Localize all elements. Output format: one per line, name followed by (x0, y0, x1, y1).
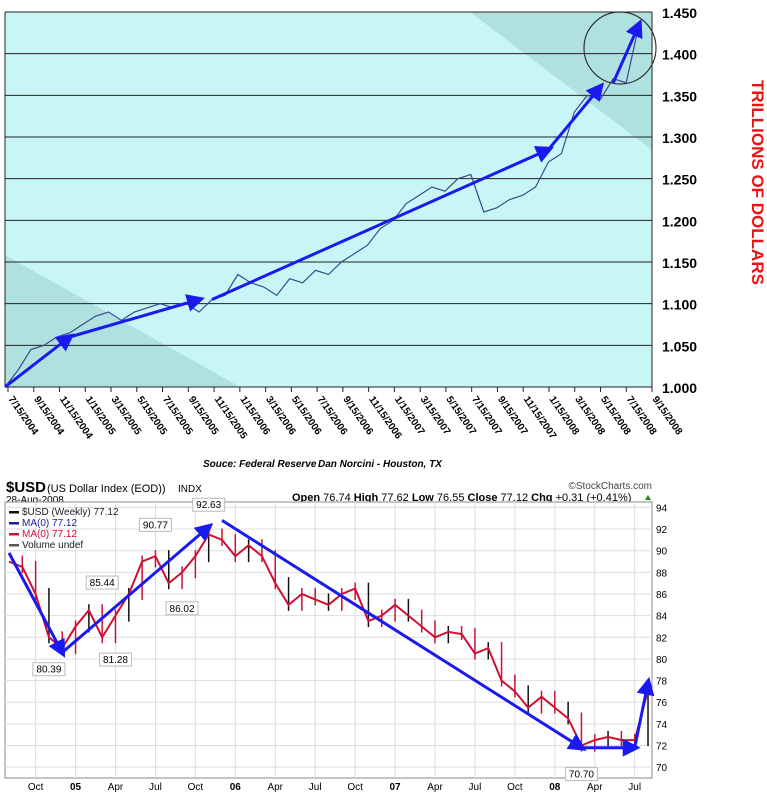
annotation-label: 92.63 (196, 500, 221, 511)
y-tick-label: 94 (656, 503, 668, 514)
y-tick-label: 84 (656, 612, 668, 623)
trend-arrow (69, 294, 205, 339)
x-tick-label: Jul (469, 782, 482, 793)
annotation-label: 81.28 (103, 655, 128, 666)
annotation-box (564, 767, 598, 782)
y-tick-label: 76 (656, 698, 668, 709)
trend-arrow (547, 82, 605, 151)
author-note: Dan Norcini - Houston, TX (318, 459, 443, 470)
x-tick-label: 07 (390, 782, 402, 793)
quote-field: 76.74 (323, 492, 354, 504)
annotation-box (192, 497, 226, 512)
quote-field: 76.55 (437, 492, 468, 504)
quote-field: +0.31 (+0.41%) (556, 492, 632, 504)
annotation-label: 85.44 (90, 578, 115, 589)
legend-swatch (9, 533, 19, 536)
quote-field: Chg (531, 492, 555, 504)
annotation-box (98, 652, 132, 667)
index-name: (US Dollar Index (EOD)) (47, 483, 166, 495)
annotation-box (32, 662, 66, 677)
annotation-box (138, 517, 172, 532)
annotation-box (85, 575, 119, 590)
trend-arrow (611, 19, 643, 84)
up-arrow-icon (645, 495, 651, 500)
quote-field: High (354, 492, 382, 504)
y-tick-label: 72 (656, 742, 668, 753)
annotation-label: 70.70 (569, 770, 594, 781)
x-tick-label: Apr (267, 782, 283, 793)
x-tick-label: Jul (309, 782, 322, 793)
shade-band (470, 12, 652, 150)
x-tick-label: 06 (230, 782, 242, 793)
x-tick-label: Jul (149, 782, 162, 793)
plot-frame (4, 501, 653, 779)
quote-bar: Open 76.74 High 77.62 Low 76.55 Close 77… (292, 492, 631, 504)
y-tick-label: 1.350 (662, 88, 697, 104)
y-tick-label: 1.450 (662, 5, 697, 21)
y-tick-label: 92 (656, 525, 668, 536)
y-tick-label: 86 (656, 590, 668, 601)
legend-entry: MA(0) 77.12 (22, 529, 77, 540)
y-tick-label: 90 (656, 547, 668, 558)
legend-entry: Volume undef (22, 540, 83, 551)
trend-arrow (7, 552, 66, 658)
x-tick-label: Oct (347, 782, 363, 793)
annotation-box (165, 601, 199, 616)
y-tick-label: 88 (656, 568, 668, 579)
reserve-series-line (4, 24, 640, 388)
x-tick-label: Apr (108, 782, 124, 793)
date: 28-Aug-2008 (6, 495, 64, 506)
y-tick-label: 1.300 (662, 130, 697, 146)
usd-series-line (8, 533, 649, 747)
legend-entry: MA(0) 77.12 (22, 518, 77, 529)
trend-arrow (211, 146, 554, 301)
y-tick-label: 1.100 (662, 297, 697, 313)
exchange: INDX (178, 484, 202, 495)
annotation-label: 80.39 (36, 665, 61, 676)
legend-swatch (9, 511, 19, 514)
trend-arrow (61, 522, 214, 654)
trend-arrow (221, 519, 587, 751)
trend-arrow (4, 333, 75, 389)
y-tick-label: 74 (656, 720, 668, 731)
legend-entry: $USD (Weekly) 77.12 (22, 507, 119, 518)
y-tick-label: 1.400 (662, 47, 697, 63)
y-tick-label: 1.200 (662, 213, 697, 229)
trend-arrow (633, 676, 655, 748)
legend-swatch (9, 522, 19, 525)
y-axis-label: TRILLIONS OF DOLLARS (748, 80, 767, 285)
y-tick-label: 80 (656, 655, 668, 666)
x-tick-label: Apr (427, 782, 443, 793)
x-tick-label: 05 (70, 782, 82, 793)
x-tick-label: Oct (28, 782, 44, 793)
x-tick-label: 08 (549, 782, 561, 793)
annotation-label: 86.02 (170, 604, 195, 615)
annotation-label: 90.77 (143, 520, 168, 531)
quote-field: Open (292, 492, 323, 504)
x-tick-label: Apr (587, 782, 603, 793)
y-tick-label: 1.000 (662, 380, 697, 396)
legend-swatch (9, 544, 19, 547)
y-tick-label: 1.050 (662, 338, 697, 354)
x-tick-label: Oct (188, 782, 204, 793)
y-tick-label: 1.150 (662, 255, 697, 271)
quote-field: 77.12 (501, 492, 532, 504)
y-tick-label: 78 (656, 677, 668, 688)
federal-reserve-chart: 1.000 1.050 1.100 1.150 1.200 1.250 1.300 1.350… (4, 5, 767, 470)
y-tick-label: 1.250 (662, 172, 697, 188)
source-note: Souce: Federal Reserve (203, 459, 317, 470)
quote-field: 77.62 (381, 492, 412, 504)
y-tick-label: 70 (656, 763, 668, 774)
quote-field: Low (412, 492, 437, 504)
highlight-circle (583, 11, 657, 85)
symbol: $USD (6, 479, 46, 496)
brand: ©StockCharts.com (568, 481, 652, 492)
x-tick-label: Oct (507, 782, 523, 793)
quote-field: Close (468, 492, 501, 504)
y-tick-label: 82 (656, 633, 668, 644)
x-tick-label: Jul (628, 782, 641, 793)
